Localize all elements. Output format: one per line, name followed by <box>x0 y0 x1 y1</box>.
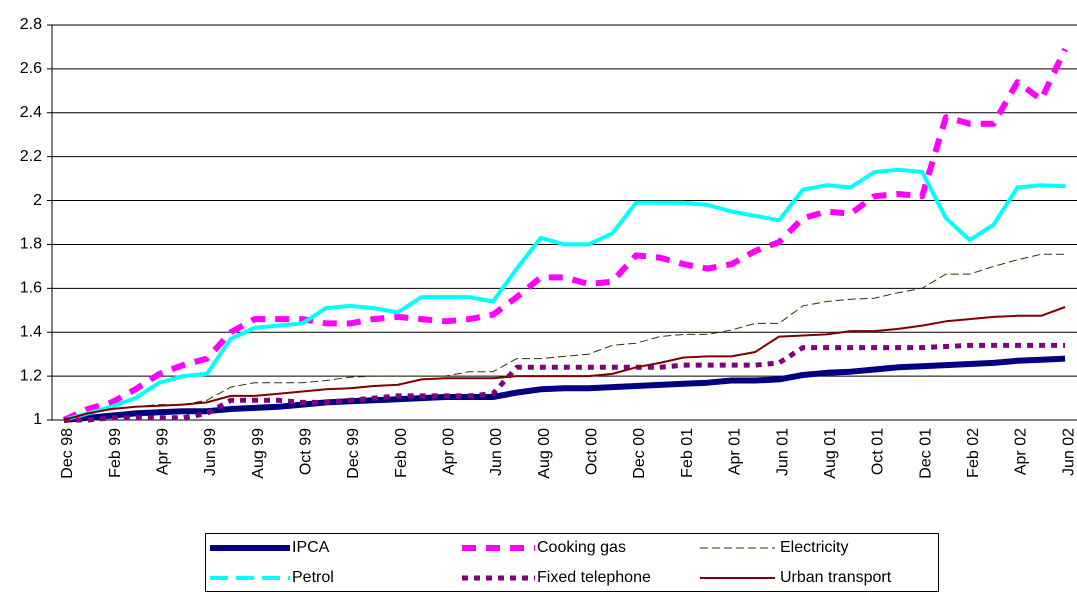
y-tick-label: 1.2 <box>20 367 42 384</box>
legend-label: Cooking gas <box>537 539 626 556</box>
legend-label: Petrol <box>292 569 334 586</box>
x-tick-label: Oct 01 <box>870 428 887 475</box>
series-line <box>63 167 1066 422</box>
legend-label: Electricity <box>780 539 848 556</box>
x-tick-label: Aug 00 <box>536 428 553 479</box>
y-tick-label: 2 <box>33 192 42 209</box>
x-tick-label: Feb 02 <box>965 428 982 478</box>
legend-box <box>205 533 939 592</box>
x-tick-label: Dec 01 <box>917 428 934 479</box>
y-tick-label: 2.6 <box>20 60 42 77</box>
y-tick-label: 1 <box>33 411 42 428</box>
y-tick-label: 2.8 <box>20 16 42 33</box>
x-tick-label: Jun 02 <box>1060 428 1077 476</box>
x-tick-label: Dec 98 <box>59 428 76 479</box>
legend-label: Urban transport <box>780 569 892 586</box>
x-tick-label: Dec 00 <box>631 428 648 479</box>
y-tick-label: 1.6 <box>20 280 42 297</box>
x-tick-label: Jun 99 <box>202 428 219 476</box>
x-tick-label: Jun 01 <box>774 428 791 476</box>
x-tick-label: Apr 00 <box>441 428 458 475</box>
series-line <box>63 253 1066 421</box>
x-tick-label: Apr 99 <box>154 428 171 475</box>
x-tick-label: Apr 02 <box>1013 428 1030 475</box>
x-tick-label: Apr 01 <box>727 428 744 475</box>
x-tick-label: Feb 99 <box>107 428 124 478</box>
x-tick-label: Feb 01 <box>679 428 696 478</box>
series-line <box>62 47 1068 423</box>
x-tick-label: Jun 00 <box>488 428 505 476</box>
y-tick-label: 2.4 <box>20 104 42 121</box>
x-tick-label: Oct 00 <box>584 428 601 475</box>
legend-label: IPCA <box>292 539 330 556</box>
series-line <box>63 355 1066 423</box>
x-tick-label: Aug 99 <box>250 428 267 479</box>
legend-label: Fixed telephone <box>537 569 651 586</box>
x-tick-label: Dec 99 <box>345 428 362 479</box>
y-tick-label: 1.4 <box>20 323 42 340</box>
series-line <box>63 306 1066 421</box>
x-tick-label: Feb 00 <box>393 428 410 478</box>
x-tick-label: Aug 01 <box>822 428 839 479</box>
x-tick-label: Oct 99 <box>298 428 315 475</box>
y-tick-label: 1.8 <box>20 236 42 253</box>
y-tick-label: 2.2 <box>20 148 42 165</box>
series-line <box>63 342 1066 423</box>
